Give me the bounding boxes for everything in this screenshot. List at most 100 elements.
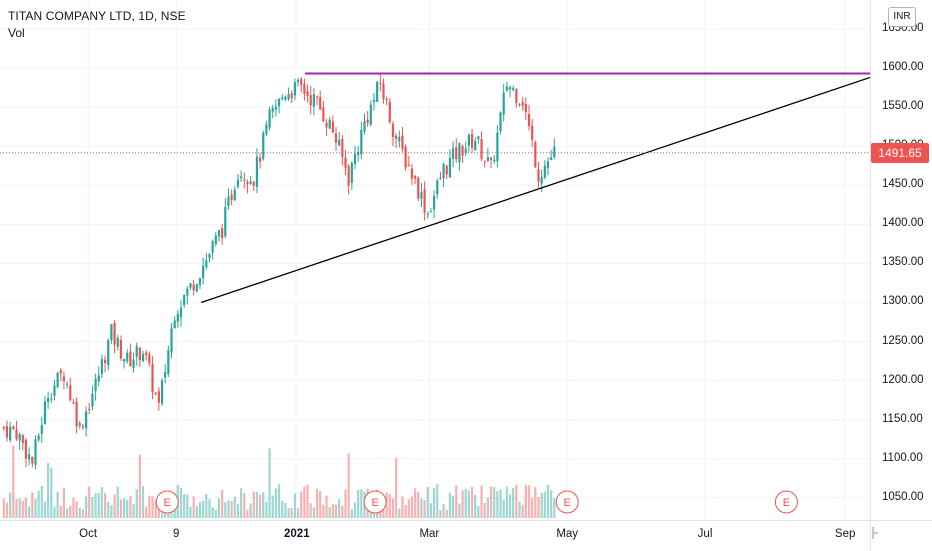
volume-bar <box>195 506 198 518</box>
currency-badge[interactable]: INR <box>888 7 916 27</box>
volume-bar <box>186 494 189 518</box>
volume-bar <box>464 488 467 518</box>
candle-body <box>426 213 429 215</box>
volume-bar <box>410 496 414 518</box>
candle-body <box>268 109 271 128</box>
volume-bar <box>543 491 546 518</box>
volume-bar <box>448 492 452 518</box>
volume-bar <box>227 500 230 518</box>
candle-body <box>461 146 464 156</box>
volume-bar <box>385 492 388 518</box>
indicator-label-vol: Vol <box>8 26 25 40</box>
candle-body <box>524 104 527 113</box>
candle-body <box>353 153 357 164</box>
volume-bar <box>461 490 464 518</box>
volume-bar <box>458 503 461 518</box>
candle-body <box>122 359 126 362</box>
candle-body <box>451 148 455 159</box>
candle-body <box>151 364 154 393</box>
volume-bar <box>132 504 135 518</box>
volume-bar <box>192 496 195 518</box>
candle-body <box>432 195 436 210</box>
volume-bar <box>160 508 164 518</box>
candle-body <box>113 322 116 345</box>
candle-body <box>173 320 176 329</box>
candle-body <box>119 340 122 359</box>
time-tick-label: Sep <box>834 528 856 540</box>
volume-bar <box>496 491 499 518</box>
candle-body <box>376 81 379 102</box>
volume-bar <box>66 508 69 518</box>
candle-body <box>306 91 309 96</box>
candle-body <box>132 359 135 368</box>
time-axis[interactable]: Oct 9 2021 Mar May Jul Sep <box>0 520 870 551</box>
volume-bar <box>43 501 47 518</box>
candle-body <box>410 168 414 179</box>
candle-body <box>366 119 369 124</box>
candle-body <box>303 83 306 94</box>
candle-body <box>258 157 262 162</box>
volume-bar <box>211 507 214 518</box>
candle-body <box>103 359 107 364</box>
volume-bar <box>508 494 512 518</box>
candle-body <box>28 454 31 460</box>
candle-body <box>56 372 59 387</box>
candle-body <box>183 294 186 306</box>
candle-body <box>357 151 360 156</box>
volume-bar <box>319 490 322 518</box>
candle-body <box>2 427 5 429</box>
candle-body <box>62 376 66 382</box>
candle-body <box>442 164 445 179</box>
volume-bar <box>309 503 312 518</box>
volume-bar <box>271 495 274 518</box>
volume-bar <box>88 486 91 518</box>
candle-body <box>176 313 179 322</box>
candle-body <box>334 133 338 143</box>
candle-body <box>138 347 141 361</box>
volume-bar <box>312 507 315 518</box>
volume-bar <box>293 493 296 518</box>
volume-bar <box>357 489 360 518</box>
volume-bar <box>2 498 5 518</box>
candle-body <box>363 121 366 132</box>
candle-body <box>246 182 249 185</box>
volume-bar <box>145 506 148 518</box>
axis-settings-icon[interactable] <box>872 526 882 540</box>
candle-body <box>429 211 433 213</box>
candle-body <box>543 165 546 178</box>
candle-body <box>319 96 322 110</box>
candle-body <box>88 409 91 411</box>
candle-body <box>78 423 81 426</box>
candle-body <box>198 278 202 286</box>
candle-body <box>505 86 508 91</box>
candle-body <box>5 426 9 438</box>
volume-bar <box>550 489 553 518</box>
candle-body <box>464 148 467 154</box>
candlesticks <box>2 74 556 470</box>
volume-bar <box>34 498 37 518</box>
candle-body <box>344 157 347 168</box>
candle-body <box>135 346 138 357</box>
earnings-marker-label: E <box>783 497 790 509</box>
candle-body <box>107 340 110 366</box>
price-axis[interactable]: 1050.00 1100.00 1150.00 1200.00 1250.00 1300.… <box>870 0 932 550</box>
candle-body <box>382 83 385 99</box>
volume-bar <box>221 490 224 518</box>
candle-body <box>540 176 543 184</box>
volume-bar <box>141 486 145 518</box>
candle-body <box>474 141 477 151</box>
candle-body <box>145 352 148 356</box>
candle-body <box>100 359 104 374</box>
candle-body <box>486 157 489 161</box>
volume-bar <box>325 495 328 518</box>
price-tick-label: 1300.00 <box>882 295 924 308</box>
candle-body <box>243 179 246 181</box>
candle-body <box>546 161 550 169</box>
volume-bar <box>284 502 287 518</box>
volume-bar <box>483 502 486 518</box>
candle-body <box>72 402 75 404</box>
candle-body <box>265 124 268 134</box>
volume-bar <box>233 496 236 518</box>
volume-bar <box>40 485 43 518</box>
